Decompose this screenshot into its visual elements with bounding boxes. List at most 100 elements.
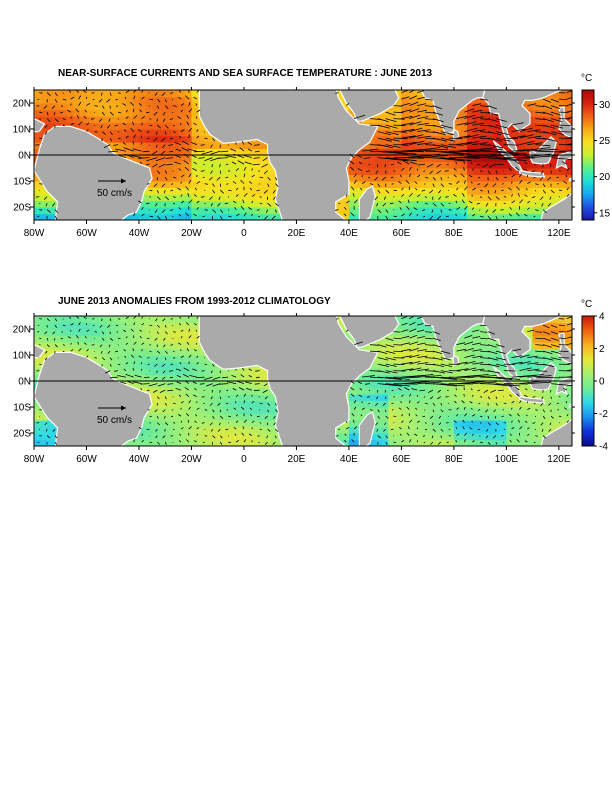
ocean-cell	[342, 200, 350, 208]
current-vector	[192, 168, 197, 171]
current-vector	[133, 90, 137, 93]
current-vector	[448, 137, 463, 140]
ocean-cell	[198, 174, 206, 182]
current-vector	[377, 357, 389, 361]
current-vector	[366, 170, 370, 172]
current-vector	[469, 427, 473, 430]
current-vector	[393, 415, 397, 417]
current-vector	[417, 116, 429, 119]
ocean-cell	[119, 348, 127, 356]
current-vector	[216, 176, 221, 181]
current-vector	[385, 189, 390, 194]
ocean-cell	[375, 387, 383, 395]
current-vector	[417, 122, 430, 126]
ocean-cell	[467, 420, 475, 428]
current-vector	[94, 124, 96, 127]
ocean-cell	[204, 181, 212, 189]
ocean-cell	[440, 420, 448, 428]
current-vector	[401, 368, 414, 371]
current-vector	[385, 376, 410, 380]
ocean-cell	[184, 135, 193, 143]
ocean-cell	[47, 116, 55, 124]
ocean-cell	[414, 109, 422, 117]
ocean-cell	[152, 426, 160, 434]
ocean-cell	[204, 161, 212, 169]
current-vector	[354, 114, 366, 119]
ocean-cell	[467, 413, 475, 421]
ocean-cell	[230, 387, 238, 395]
ocean-cell	[394, 135, 403, 143]
current-vector	[232, 388, 237, 391]
current-vector	[54, 318, 58, 322]
current-vector	[180, 329, 184, 332]
ocean-cell	[211, 381, 219, 389]
ocean-cell	[34, 148, 42, 156]
current-vector	[196, 355, 199, 358]
current-vector	[219, 215, 223, 220]
current-vector	[464, 341, 474, 345]
current-vector	[409, 348, 419, 352]
current-vector	[417, 316, 423, 319]
ocean-cell	[112, 374, 120, 382]
ocean-cell	[453, 400, 462, 408]
current-vector	[177, 187, 182, 191]
ocean-cell	[40, 116, 48, 124]
ocean-cell	[427, 181, 435, 189]
current-vector	[398, 200, 402, 204]
current-vector	[146, 131, 150, 133]
ocean-cell	[263, 407, 271, 415]
ocean-cell	[381, 142, 389, 150]
ocean-cell	[224, 148, 232, 156]
current-vector	[487, 383, 513, 387]
ocean-cell	[526, 155, 534, 163]
ocean-cell	[401, 374, 409, 382]
ocean-cell	[486, 407, 494, 415]
current-vector	[391, 163, 394, 166]
ocean-cell	[480, 413, 488, 421]
current-vector	[485, 435, 489, 439]
ocean-cell	[440, 200, 448, 208]
ocean-cell	[375, 426, 383, 434]
ocean-cell	[53, 103, 61, 111]
current-vector	[35, 144, 40, 146]
ocean-cell	[125, 109, 134, 117]
current-vector	[400, 401, 402, 404]
current-vector	[456, 433, 460, 436]
ocean-cell	[125, 135, 134, 143]
ocean-cell	[237, 368, 245, 376]
ocean-cell	[132, 329, 140, 337]
ocean-cell	[467, 329, 475, 337]
current-vector	[196, 90, 200, 93]
current-vector	[409, 335, 418, 339]
current-vector	[209, 176, 213, 181]
current-vector	[231, 375, 237, 378]
ocean-cell	[558, 181, 567, 189]
current-vector	[161, 183, 166, 188]
ocean-cell	[493, 122, 501, 130]
current-vector	[477, 183, 481, 185]
ocean-cell	[427, 400, 435, 408]
current-vector	[179, 316, 182, 319]
current-vector	[487, 170, 491, 175]
current-vector	[226, 409, 229, 411]
ocean-cell	[119, 335, 127, 343]
ocean-cell	[191, 109, 199, 117]
ocean-cell	[539, 407, 547, 415]
ocean-cell	[139, 213, 147, 220]
ocean-cell	[34, 135, 42, 143]
current-vector	[161, 363, 166, 367]
current-vector	[141, 433, 144, 436]
ocean-cell	[263, 161, 271, 169]
current-vector	[527, 181, 531, 184]
current-vector	[432, 150, 464, 155]
ocean-cell	[184, 155, 193, 163]
current-vector	[185, 322, 190, 326]
current-vector	[220, 150, 229, 153]
ocean-cell	[427, 361, 435, 369]
current-vector	[155, 131, 158, 135]
current-vector	[273, 196, 276, 200]
current-vector	[54, 118, 59, 123]
ocean-cell	[60, 96, 68, 104]
ocean-cell	[158, 148, 166, 156]
ocean-cell	[178, 316, 186, 324]
